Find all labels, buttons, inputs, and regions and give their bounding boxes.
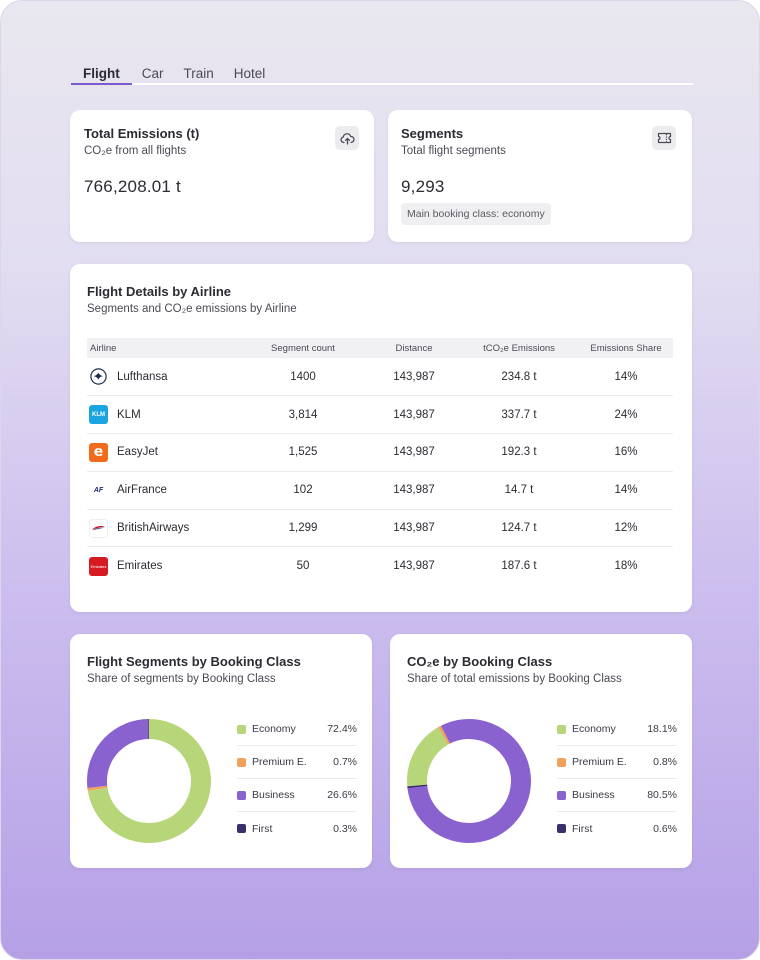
legend-swatch <box>237 824 246 833</box>
legend-item-business: Business 26.6% <box>237 779 357 812</box>
legend-swatch <box>237 790 246 800</box>
segments-donut-chart <box>87 719 211 843</box>
distance-cell: 143,987 <box>369 471 459 510</box>
segments-subtitle: Total flight segments <box>401 145 506 157</box>
segments-legend: Economy 72.4% Premium E. 0.7% Business 2… <box>237 713 357 845</box>
column-header-emissions[interactable]: tCO₂e Emissions <box>483 342 555 354</box>
airline-name: BritishAirways <box>117 522 190 535</box>
emissions-cell: 124.7 t <box>459 509 579 548</box>
legend-item-first: First 0.3% <box>237 812 357 845</box>
table-row[interactable]: Emirates Emirates 50 143,987 187.6 t 18% <box>87 547 673 585</box>
donut-slice-first[interactable] <box>407 719 531 844</box>
total-emissions-subtitle: CO₂e from all flights <box>84 145 187 157</box>
co2-by-class-subtitle: Share of total emissions by Booking Clas… <box>407 673 622 685</box>
co2-donut-chart <box>407 719 531 844</box>
segment-count-cell: 1,525 <box>237 433 369 472</box>
airline-details-subtitle: Segments and CO₂e emissions by Airline <box>87 303 297 315</box>
distance-cell: 143,987 <box>393 560 435 573</box>
column-header-segment-count[interactable]: Segment count <box>271 342 335 354</box>
donut-slice-business[interactable] <box>407 719 531 844</box>
airline-details-card: Flight Details by Airline Segments and C… <box>70 264 692 612</box>
legend-swatch <box>237 757 246 767</box>
total-emissions-value: 766,208.01 t <box>84 177 181 196</box>
total-emissions-card: Total Emissions (t) CO₂e from all flight… <box>70 110 374 242</box>
legend-item-premium-economy: Premium E. 0.7% <box>237 746 357 779</box>
airline-name: Emirates <box>117 560 163 573</box>
tab-flight[interactable]: Flight <box>71 61 132 85</box>
airline-name: EasyJet <box>117 446 158 459</box>
airline-details-title: Flight Details by Airline <box>87 284 231 299</box>
column-header-emissions-share[interactable]: Emissions Share <box>590 342 662 354</box>
legend-swatch <box>237 724 246 734</box>
legend-swatch <box>557 724 566 734</box>
total-emissions-title: Total Emissions (t) <box>84 126 200 141</box>
emissions-share-cell: 16% <box>579 433 673 472</box>
segments-by-class-card: Flight Segments by Booking Class Share o… <box>70 634 372 868</box>
segments-by-class-title: Flight Segments by Booking Class <box>87 654 301 669</box>
main-booking-class-badge: Main booking class: economy <box>401 203 551 225</box>
airline-name: AirFrance <box>117 484 167 497</box>
co2-by-class-title: CO₂e by Booking Class <box>407 654 553 669</box>
airfrance-logo: AF <box>89 480 108 500</box>
table-row[interactable]: BritishAirways 1,299 143,987 124.7 t 12% <box>87 509 673 548</box>
legend-item-business: Business 80.5% <box>557 779 677 812</box>
donut-slice-business[interactable] <box>87 719 211 843</box>
segment-count-cell: 1400 <box>237 358 369 397</box>
column-header-airline[interactable]: Airline <box>90 342 117 354</box>
mode-tabs: Flight Car Train Hotel <box>71 61 693 85</box>
klm-logo: KLM <box>89 405 108 425</box>
distance-cell: 143,987 <box>369 433 459 472</box>
legend-swatch <box>557 790 566 800</box>
table-row[interactable]: AF AirFrance 102 143,987 14.7 t 14% <box>87 471 673 510</box>
emissions-share-cell: 18% <box>614 560 638 573</box>
cloud-upload-icon[interactable] <box>335 126 359 150</box>
legend-item-first: First 0.6% <box>557 812 677 845</box>
emissions-cell: 192.3 t <box>459 433 579 472</box>
segment-count-cell: 50 <box>296 560 310 573</box>
distance-cell: 143,987 <box>369 358 459 397</box>
emissions-cell: 234.8 t <box>459 358 579 397</box>
segment-count-cell: 1,299 <box>237 509 369 548</box>
segment-count-cell: 102 <box>237 471 369 510</box>
tab-train[interactable]: Train <box>183 66 214 81</box>
britishairways-logo <box>89 518 108 538</box>
legend-item-premium-economy: Premium E. 0.8% <box>557 746 677 779</box>
table-row[interactable]: e EasyJet 1,525 143,987 192.3 t 16% <box>87 433 673 472</box>
donut-slice-first[interactable] <box>87 719 211 843</box>
legend-swatch <box>557 824 566 833</box>
table-row[interactable]: Lufthansa 1400 143,987 234.8 t 14% <box>87 358 673 397</box>
emissions-share-cell: 14% <box>579 358 673 397</box>
segment-count-cell: 3,814 <box>237 395 369 435</box>
legend-item-economy: Economy 72.4% <box>237 713 357 746</box>
table-header-row: Airline Segment count Distance tCO₂e Emi… <box>87 338 673 358</box>
co2-legend: Economy 18.1% Premium E. 0.8% Business 8… <box>557 713 677 845</box>
airline-table: Airline Segment count Distance tCO₂e Emi… <box>87 338 673 585</box>
emissions-share-cell: 24% <box>579 395 673 435</box>
tab-hotel[interactable]: Hotel <box>233 66 266 81</box>
emissions-cell: 187.6 t <box>501 560 537 573</box>
column-header-distance[interactable]: Distance <box>395 342 433 354</box>
distance-cell: 143,987 <box>369 395 459 435</box>
emissions-share-cell: 14% <box>579 471 673 510</box>
airline-name: KLM <box>117 408 141 421</box>
emissions-cell: 14.7 t <box>459 471 579 510</box>
lufthansa-logo <box>89 367 108 387</box>
ticket-icon[interactable] <box>652 126 676 150</box>
tab-car[interactable]: Car <box>141 66 164 81</box>
co2-by-class-card: CO₂e by Booking Class Share of total emi… <box>390 634 692 868</box>
segments-by-class-subtitle: Share of segments by Booking Class <box>87 673 276 685</box>
legend-swatch <box>557 757 566 767</box>
segments-value: 9,293 <box>401 177 445 196</box>
emissions-share-cell: 12% <box>579 509 673 548</box>
emirates-logo: Emirates <box>89 556 108 576</box>
segments-card: Segments Total flight segments 9,293 Mai… <box>388 110 692 242</box>
legend-item-economy: Economy 18.1% <box>557 713 677 746</box>
airline-name: Lufthansa <box>117 370 168 383</box>
segments-title: Segments <box>401 126 464 141</box>
distance-cell: 143,987 <box>369 509 459 548</box>
emissions-cell: 337.7 t <box>459 395 579 435</box>
easyjet-logo: e <box>89 442 108 462</box>
table-row[interactable]: KLM KLM 3,814 143,987 337.7 t 24% <box>87 395 673 435</box>
